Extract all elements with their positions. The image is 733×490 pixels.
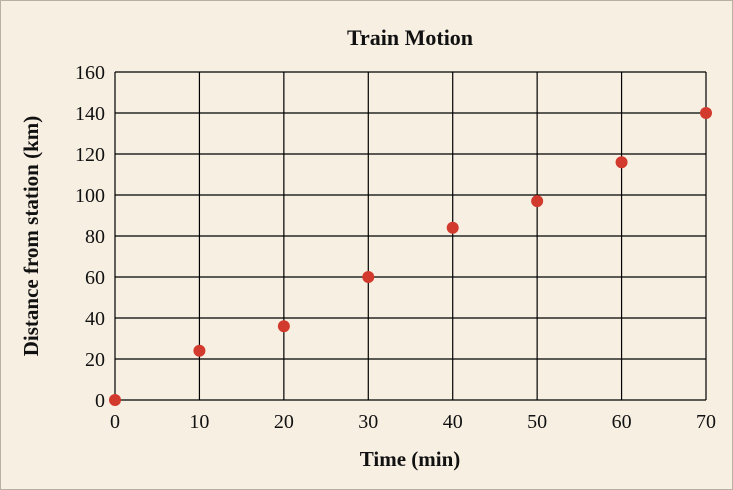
- data-point: [362, 271, 375, 283]
- y-tick-label: 120: [75, 144, 105, 166]
- y-tick-label: 140: [75, 103, 105, 125]
- data-point: [193, 344, 206, 357]
- y-axis-title: Distance from station (km): [19, 116, 43, 357]
- y-tick-label: 160: [75, 62, 105, 84]
- tick-labels: 0 10 20 30 40 50 60 70 0 20 40 60 80 100 120 140 160: [75, 62, 716, 433]
- x-tick-label: 30: [358, 411, 378, 433]
- data-points: [109, 107, 712, 406]
- y-tick-label: 40: [85, 308, 105, 330]
- x-axis-title: Time (min): [360, 447, 461, 471]
- data-point: [277, 320, 290, 333]
- data-point: [700, 107, 712, 119]
- grid: [114, 71, 707, 401]
- x-tick-label: 0: [110, 411, 120, 433]
- y-tick-label: 80: [85, 226, 105, 248]
- y-tick-label: 0: [95, 390, 105, 412]
- data-point: [615, 156, 628, 169]
- chart-title: Train Motion: [347, 25, 473, 50]
- x-tick-label: 60: [612, 411, 632, 433]
- data-point: [446, 221, 459, 234]
- data-point: [109, 394, 121, 406]
- data-point: [531, 195, 544, 208]
- x-tick-label: 20: [274, 411, 294, 433]
- y-tick-label: 60: [85, 267, 105, 289]
- x-tick-label: 10: [189, 411, 209, 433]
- y-tick-label: 100: [75, 185, 105, 207]
- x-tick-label: 70: [696, 411, 716, 433]
- y-tick-label: 20: [85, 349, 105, 371]
- x-tick-label: 40: [443, 411, 463, 433]
- x-tick-label: 50: [527, 411, 547, 433]
